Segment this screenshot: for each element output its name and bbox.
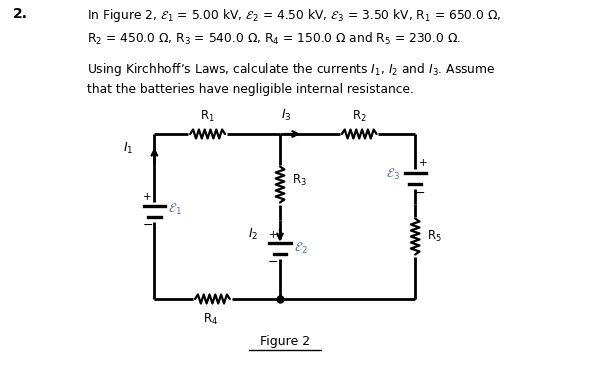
Text: $I_1$: $I_1$ (123, 141, 133, 156)
Text: $I_2$: $I_2$ (249, 227, 259, 242)
Text: R$_2$ = 450.0 Ω, R$_3$ = 540.0 Ω, R$_4$ = 150.0 Ω and R$_5$ = 230.0 Ω.: R$_2$ = 450.0 Ω, R$_3$ = 540.0 Ω, R$_4$ … (87, 31, 461, 47)
Text: 2.: 2. (13, 7, 28, 21)
Text: R$_2$: R$_2$ (352, 109, 367, 124)
Text: +: + (269, 230, 277, 240)
Text: +: + (144, 193, 152, 203)
Text: that the batteries have negligible internal resistance.: that the batteries have negligible inter… (87, 83, 414, 96)
Text: R$_5$: R$_5$ (427, 229, 441, 244)
Text: $\mathcal{E}_3$: $\mathcal{E}_3$ (386, 167, 399, 182)
Text: $\mathcal{E}_2$: $\mathcal{E}_2$ (294, 241, 307, 256)
Text: R$_4$: R$_4$ (203, 312, 218, 327)
Text: −: − (142, 219, 153, 232)
Text: R$_1$: R$_1$ (200, 109, 215, 124)
Text: $\mathcal{E}_1$: $\mathcal{E}_1$ (168, 202, 182, 217)
Text: In Figure 2, $\mathit{\mathcal{E}}_1$ = 5.00 kV, $\mathit{\mathcal{E}}_2$ = 4.50: In Figure 2, $\mathit{\mathcal{E}}_1$ = … (87, 7, 501, 24)
Text: Figure 2: Figure 2 (260, 335, 310, 347)
Text: $I_3$: $I_3$ (280, 108, 291, 123)
Text: +: + (419, 158, 427, 168)
Text: Using Kirchhoff’s Laws, calculate the currents $I_1$, $I_2$ and $I_3$. Assume: Using Kirchhoff’s Laws, calculate the cu… (87, 61, 495, 78)
Text: −: − (415, 187, 425, 200)
Text: −: − (268, 256, 279, 269)
Text: R$_3$: R$_3$ (292, 173, 306, 188)
